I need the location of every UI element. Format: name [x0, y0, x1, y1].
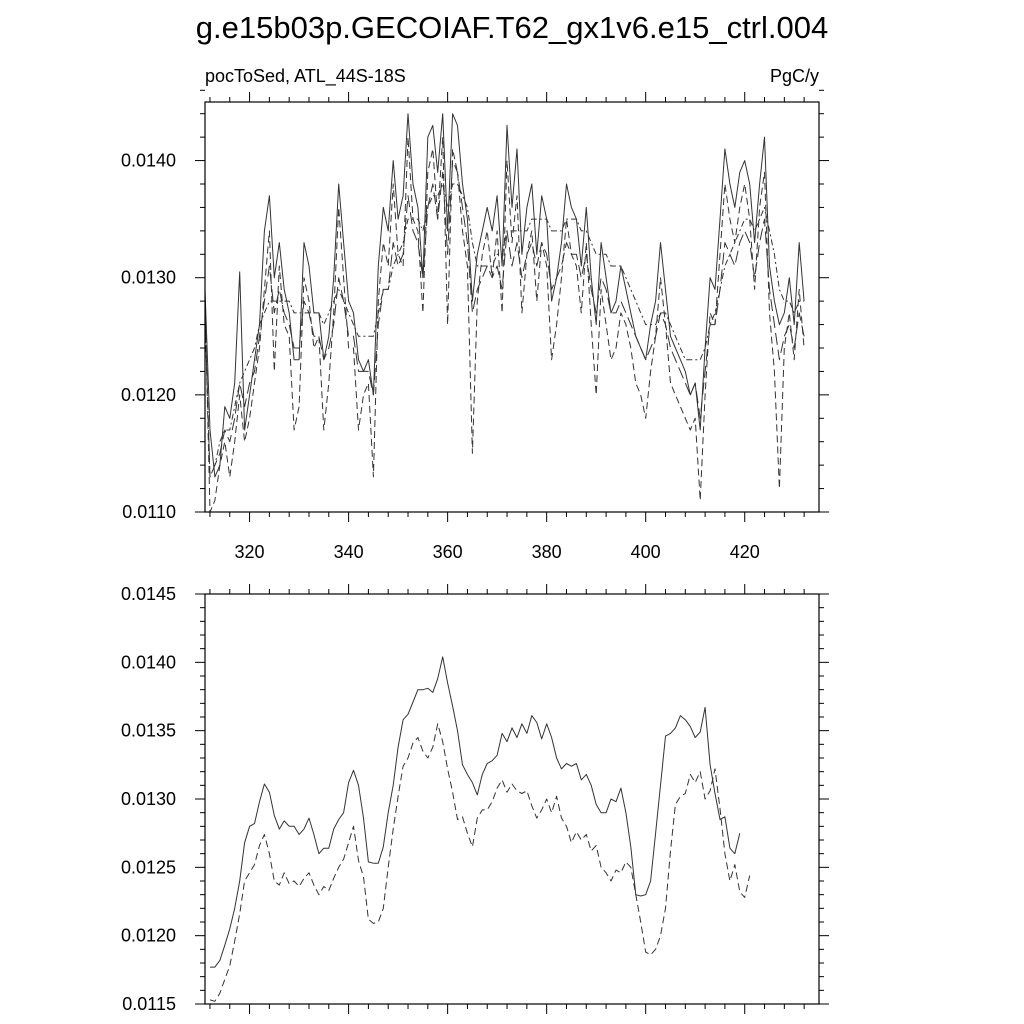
top-chart-x-tick-label: 400	[631, 542, 661, 562]
bottom-chart-plot-frame	[204, 593, 820, 1005]
top-chart-plot-frame	[204, 101, 820, 513]
top-chart-tick-labels: 0.0110 0.0120 0.0130 0.0140 320 340 360 380 400 4…	[121, 151, 760, 562]
top-chart-y-tick-label: 0.0120	[121, 385, 176, 405]
top-chart-x-tick-label: 420	[730, 542, 760, 562]
bottom-chart-y-tick-label: 0.0125	[121, 857, 176, 877]
figure-title: g.e15b03p.GECOIAF.T62_gx1v6.e15_ctrl.004	[196, 10, 828, 45]
top-chart-subtitle-right: PgC/y	[770, 66, 819, 86]
top-chart-y-tick-label: 0.0110	[122, 502, 176, 522]
top-chart-x-tick-label: 320	[235, 542, 265, 562]
top-chart-series	[204, 113, 805, 513]
bottom-chart-y-tick-label: 0.0120	[121, 926, 176, 946]
bottom-chart-series-solid-line	[210, 656, 741, 968]
top-chart-series-solid-line	[204, 113, 805, 478]
top-chart-x-tick-label: 360	[433, 542, 463, 562]
top-chart-x-tick-label: 380	[532, 542, 562, 562]
bottom-chart-series	[209, 656, 751, 1002]
bottom-chart-y-tick-label: 0.0140	[121, 652, 176, 672]
bottom-chart-y-tick-label: 0.0135	[121, 721, 176, 741]
top-chart-y-tick-label: 0.0140	[121, 151, 176, 171]
bottom-chart-series-dashed-line	[209, 723, 751, 1002]
top-chart-x-tick-label: 340	[334, 542, 364, 562]
top-chart-y-tick-label: 0.0130	[121, 268, 176, 288]
top-chart-series-long-dash-line	[204, 160, 805, 478]
top-chart-subtitle-left: pocToSed, ATL_44S-18S	[205, 66, 406, 87]
top-chart-ticks	[195, 89, 829, 522]
bottom-chart-y-tick-label: 0.0145	[121, 584, 176, 604]
bottom-chart: 0.0115 0.0120 0.0125 0.0130 0.0135 0.0140 0.01…	[121, 584, 829, 1014]
bottom-chart-ticks	[195, 584, 829, 1014]
bottom-chart-y-tick-label: 0.0130	[121, 789, 176, 809]
top-chart-series-dash-dot-line	[204, 183, 805, 478]
bottom-chart-tick-labels: 0.0115 0.0120 0.0125 0.0130 0.0135 0.0140 0.01…	[121, 584, 176, 1014]
bottom-chart-y-tick-label: 0.0115	[122, 994, 176, 1014]
top-chart: pocToSed, ATL_44S-18S PgC/y 0.0110 0.0120…	[121, 66, 829, 562]
